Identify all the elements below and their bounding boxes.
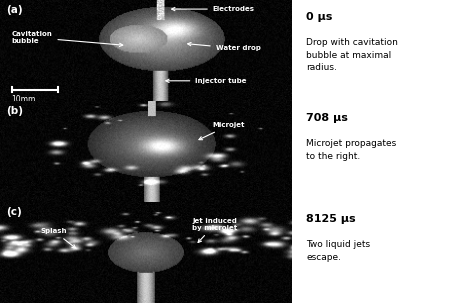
Text: Drop with cavitation
bubble at maximal
radius.: Drop with cavitation bubble at maximal r… — [306, 38, 398, 72]
Text: (c): (c) — [6, 207, 22, 217]
Text: 0 μs: 0 μs — [306, 12, 332, 22]
Text: 8125 μs: 8125 μs — [306, 214, 356, 224]
Text: Splash: Splash — [41, 228, 75, 248]
Text: Cavitation
bubble: Cavitation bubble — [12, 31, 123, 46]
Text: Injector tube: Injector tube — [166, 78, 247, 84]
Text: Jet induced
by microjet: Jet induced by microjet — [192, 218, 237, 242]
Text: Microjet propagates
to the right.: Microjet propagates to the right. — [306, 139, 396, 161]
Text: 10mm: 10mm — [12, 95, 36, 104]
Text: (b): (b) — [6, 106, 23, 116]
Text: 708 μs: 708 μs — [306, 113, 348, 123]
Text: Microjet: Microjet — [199, 122, 246, 140]
Text: Electrodes: Electrodes — [172, 6, 255, 12]
Text: Water drop: Water drop — [188, 42, 261, 52]
Text: (a): (a) — [6, 5, 22, 15]
Text: Two liquid jets
escape.: Two liquid jets escape. — [306, 240, 370, 262]
